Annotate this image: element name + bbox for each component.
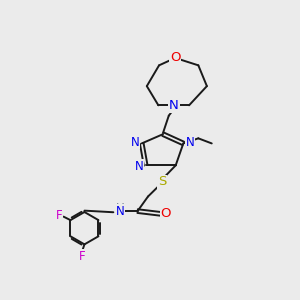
Text: O: O bbox=[160, 207, 171, 220]
Text: S: S bbox=[158, 176, 166, 188]
Text: N: N bbox=[185, 136, 194, 149]
Text: N: N bbox=[169, 99, 179, 112]
Text: O: O bbox=[170, 51, 181, 64]
Text: F: F bbox=[79, 250, 86, 263]
Text: N: N bbox=[135, 160, 144, 173]
Text: N: N bbox=[116, 205, 124, 218]
Text: N: N bbox=[131, 136, 140, 149]
Text: F: F bbox=[56, 209, 63, 222]
Text: H: H bbox=[116, 202, 124, 215]
